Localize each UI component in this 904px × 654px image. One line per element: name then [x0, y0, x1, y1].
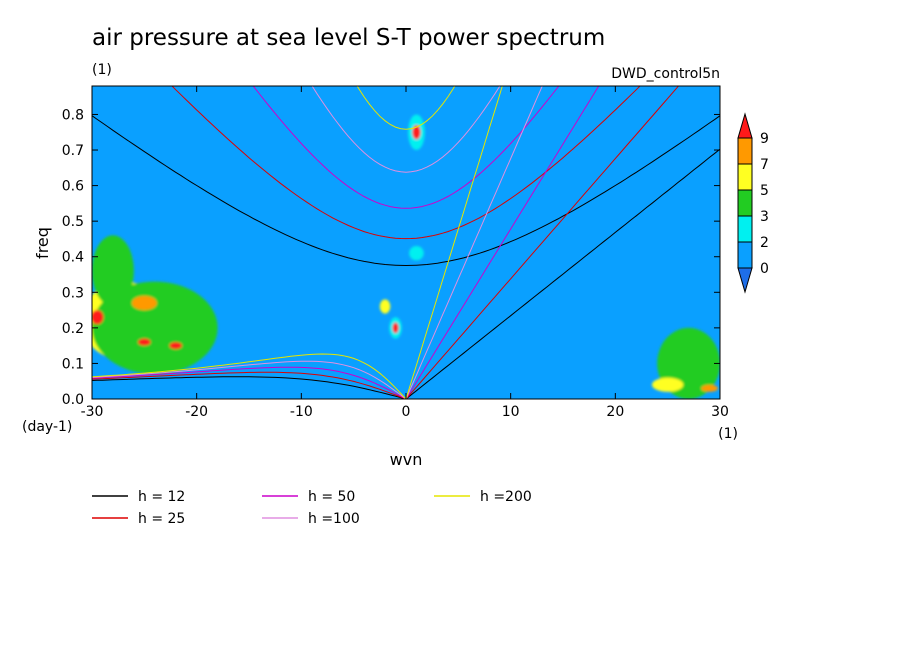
- x-tick-label: -10: [290, 404, 313, 420]
- gravity-curve: [356, 86, 456, 130]
- colorbar-segment: [737, 163, 753, 191]
- y-tick-label: 0.3: [62, 285, 84, 301]
- field-blob: [92, 310, 104, 325]
- x-units-label: (1): [718, 426, 738, 442]
- field-blob: [392, 322, 399, 334]
- legend-label: h = 25: [138, 511, 185, 527]
- gravity-curve: [252, 86, 560, 209]
- kelvin-curve: [405, 86, 543, 399]
- y-tick-label: 0.6: [62, 179, 84, 195]
- field-blob: [169, 342, 183, 350]
- chart-units: (1): [92, 62, 112, 78]
- legend-label: h = 12: [138, 489, 185, 505]
- y-tick-label: 0.8: [62, 107, 84, 123]
- colorbar-top-arrow: [737, 112, 753, 139]
- x-tick-label: 20: [606, 404, 624, 420]
- colorbar-segment: [737, 215, 753, 243]
- plot-area: [92, 86, 720, 399]
- legend-label: h =100: [308, 511, 360, 527]
- chart-source: DWD_control5n: [611, 66, 720, 82]
- y-units-label: (day-1): [22, 419, 72, 435]
- field-blob: [131, 295, 157, 311]
- colorbar-label: 7: [760, 157, 769, 173]
- gravity-curve: [171, 86, 641, 240]
- y-tick-label: 0.1: [62, 356, 84, 372]
- legend-label: h =200: [480, 489, 532, 505]
- rossby-curve: [92, 360, 407, 399]
- y-tick-label: 0.2: [62, 321, 84, 337]
- gravity-curve: [92, 115, 720, 267]
- x-axis-label: wvn: [390, 450, 423, 469]
- colorbar-label: 3: [760, 209, 769, 225]
- field-blob: [379, 299, 391, 314]
- y-tick-label: 0.7: [62, 143, 84, 159]
- field-blob: [92, 235, 134, 307]
- field-blob: [701, 384, 718, 392]
- kelvin-curve: [405, 86, 503, 399]
- kelvin-curve: [405, 148, 720, 399]
- colorbar-label: 0: [760, 261, 769, 277]
- x-tick-label: 30: [711, 404, 729, 420]
- x-tick-label: -20: [185, 404, 208, 420]
- kelvin-curve: [405, 86, 600, 399]
- gravity-curve: [311, 86, 501, 173]
- colorbar-segment: [737, 241, 753, 269]
- colorbar-label: 9: [760, 131, 769, 147]
- rossby-curve: [92, 353, 407, 399]
- y-tick-label: 0.0: [62, 392, 84, 408]
- kelvin-curve: [405, 86, 680, 399]
- legend-label: h = 50: [308, 489, 355, 505]
- chart-title: air pressure at sea level S-T power spec…: [92, 25, 605, 51]
- colorbar-bottom-arrow: [737, 267, 753, 294]
- field-blob: [92, 281, 218, 375]
- y-tick-label: 0.4: [62, 250, 84, 266]
- colorbar-segment: [737, 189, 753, 217]
- colorbar-label: 5: [760, 183, 769, 199]
- rossby-curve: [92, 371, 407, 399]
- rossby-curve: [92, 376, 407, 399]
- y-axis-label: freq: [33, 227, 52, 259]
- x-tick-label: 10: [502, 404, 520, 420]
- colorbar-segment: [737, 137, 753, 165]
- field-blob: [138, 338, 151, 346]
- colorbar-label: 2: [760, 235, 769, 251]
- field-blob: [412, 125, 421, 140]
- y-tick-label: 0.5: [62, 214, 84, 230]
- x-tick-label: 0: [402, 404, 411, 420]
- x-tick-label: -30: [81, 404, 104, 420]
- field-blob: [651, 377, 684, 392]
- rossby-curve: [92, 366, 407, 399]
- field-blob: [409, 246, 424, 261]
